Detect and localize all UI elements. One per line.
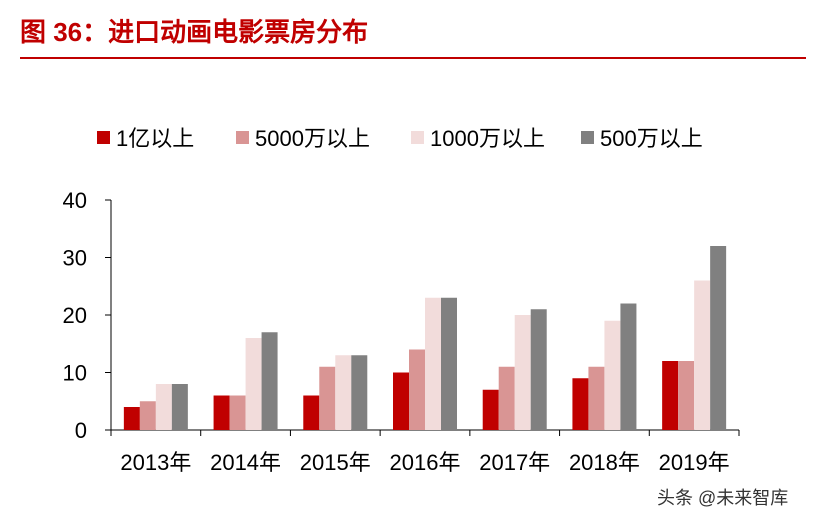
- bar: [139, 401, 156, 430]
- x-tick-label: 2015年: [300, 450, 371, 475]
- bar: [482, 389, 499, 430]
- bar: [620, 303, 637, 430]
- bar: [710, 246, 727, 430]
- bar: [694, 280, 711, 430]
- bar: [171, 384, 188, 430]
- bar: [514, 315, 531, 430]
- legend-swatch: [581, 131, 594, 144]
- legend-label: 500万以上: [600, 126, 703, 151]
- x-tick-label: 2018年: [569, 450, 640, 475]
- x-tick-label: 2016年: [390, 450, 461, 475]
- y-tick-label: 20: [63, 303, 87, 328]
- bar: [245, 338, 262, 430]
- bar: [303, 395, 320, 430]
- bar: [604, 320, 621, 430]
- legend-swatch: [97, 131, 110, 144]
- bar: [351, 355, 368, 430]
- bar: [261, 332, 278, 430]
- watermark: 头条 @未来智库: [657, 488, 789, 508]
- legend-label: 1000万以上: [430, 126, 545, 151]
- legend-label: 1亿以上: [116, 126, 194, 151]
- bar: [530, 309, 547, 430]
- bar: [213, 395, 230, 430]
- bar: [441, 297, 457, 430]
- bar: [319, 366, 336, 430]
- bar: [498, 366, 515, 430]
- x-tick-label: 2013年: [120, 450, 191, 475]
- bar: [229, 395, 246, 430]
- x-tick-label: 2017年: [479, 450, 550, 475]
- bar: [572, 378, 589, 430]
- y-tick-label: 10: [63, 361, 87, 386]
- legend-swatch: [411, 131, 424, 144]
- legend-swatch: [236, 131, 249, 144]
- bar: [393, 372, 409, 430]
- bar: [335, 355, 352, 430]
- legend-label: 5000万以上: [255, 126, 370, 151]
- y-tick-label: 0: [75, 418, 87, 443]
- bar: [588, 366, 605, 430]
- y-tick-label: 30: [63, 246, 87, 271]
- bar: [123, 407, 140, 430]
- y-tick-label: 40: [63, 188, 87, 213]
- x-tick-label: 2019年: [659, 450, 730, 475]
- bar: [425, 297, 441, 430]
- bar: [409, 349, 425, 430]
- bar: [662, 361, 679, 430]
- figure-title: 图 36：进口动画电影票房分布: [20, 12, 806, 59]
- bar: [678, 361, 695, 430]
- x-tick-label: 2014年: [210, 450, 281, 475]
- bar: [155, 384, 172, 430]
